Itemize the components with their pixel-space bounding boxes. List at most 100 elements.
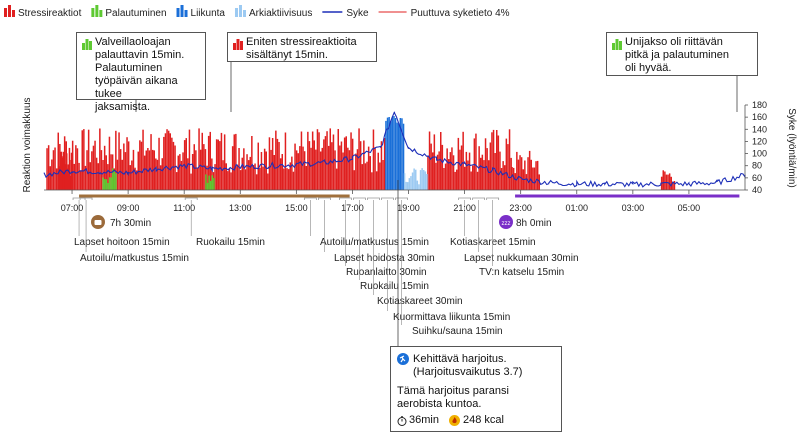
bar-stressireaktiot [361, 164, 363, 190]
bar-liikunta [385, 120, 387, 190]
bar-stressireaktiot [367, 146, 370, 190]
bar-stressireaktiot [67, 164, 70, 190]
bar-stressireaktiot [364, 163, 367, 190]
bar-stressireaktiot [49, 166, 51, 190]
stopwatch-icon [397, 416, 407, 426]
bar-arkiaktiivisuus [424, 171, 427, 190]
sleep-icon [499, 215, 513, 229]
bar-stressireaktiot [379, 162, 381, 190]
work-duration-label: 7h 30min [110, 218, 151, 229]
right-tick-label: 80 [752, 161, 762, 171]
bar-stressireaktiot [257, 142, 259, 190]
bar-liikunta [396, 122, 398, 190]
bar-stressireaktiot [662, 170, 664, 190]
event-label: TV:n katselu 15min [479, 267, 564, 278]
right-tick-label: 140 [752, 124, 767, 134]
bar-stressireaktiot [209, 131, 211, 190]
event-bracket [353, 197, 366, 200]
bar-arkiaktiivisuus [413, 168, 415, 190]
bar-palautuminen [206, 182, 209, 190]
bar-liikunta [388, 117, 390, 190]
bar-stressireaktiot [372, 129, 375, 190]
bar-stressireaktiot [355, 153, 357, 190]
bar-stressireaktiot [155, 158, 157, 190]
bar-stressireaktiot [297, 153, 299, 190]
bar-stressireaktiot [302, 146, 304, 190]
running-icon [397, 353, 409, 365]
bar-stressireaktiot [201, 132, 203, 190]
bar-arkiaktiivisuus [419, 170, 422, 190]
bar-stressireaktiot [259, 167, 261, 190]
bar-stressireaktiot [369, 156, 371, 190]
bar-palautuminen [112, 168, 114, 190]
bar-stressireaktiot [254, 163, 256, 190]
bar-stressireaktiot [500, 168, 503, 190]
bar-liikunta [386, 117, 389, 190]
bar-stressireaktiot [265, 151, 267, 190]
bar-stressireaktiot [228, 168, 231, 190]
bar-stressireaktiot [79, 170, 82, 190]
bar-stressireaktiot [199, 149, 202, 190]
bar-stressireaktiot [214, 164, 216, 190]
event-bracket [381, 197, 394, 200]
left-axis-title: Reaktion voimakkuus [22, 97, 33, 192]
bar-stressireaktiot [358, 128, 360, 190]
bar-stressireaktiot [472, 165, 474, 190]
bar-stressireaktiot [481, 154, 484, 190]
event-label: Autoilu/matkustus 15min [80, 253, 189, 264]
bar-stressireaktiot [156, 159, 159, 190]
bar-stressireaktiot [166, 129, 168, 190]
x-tick-label: 19:00 [397, 203, 420, 213]
bar-stressireaktiot [171, 137, 173, 190]
bar-stressireaktiot [494, 153, 496, 190]
bar-stressireaktiot [159, 165, 162, 190]
bar-stressireaktiot [517, 159, 520, 190]
bar-stressireaktiot [97, 163, 99, 190]
bar-stressireaktiot [475, 133, 477, 190]
bar-stressireaktiot [664, 171, 666, 190]
bar-stressireaktiot [502, 161, 504, 190]
event-bracket [339, 197, 352, 200]
bar-palautuminen [210, 180, 212, 190]
bar-stressireaktiot [59, 151, 62, 190]
bar-stressireaktiot [449, 152, 452, 190]
bar-stressireaktiot [268, 137, 271, 190]
legend-swatch [99, 10, 103, 17]
bar-liikunta [398, 123, 400, 190]
bar-stressireaktiot [516, 151, 518, 190]
bar-stressireaktiot [348, 150, 351, 190]
bar-stressireaktiot [143, 155, 146, 190]
x-tick-label: 17:00 [341, 203, 364, 213]
event-label: Autoilu/matkustus 15min [320, 237, 429, 248]
bar-stressireaktiot [51, 159, 53, 190]
callout-stress-peak: Eniten stressireaktioita sisältänyt 15mi… [227, 32, 377, 62]
bar-stressireaktiot [489, 142, 492, 190]
callout-morning-recovery: Valveillaoloajan palauttavin 15min. Pala… [76, 32, 206, 113]
bar-stressireaktiot [140, 141, 143, 190]
bar-stressireaktiot [443, 168, 445, 190]
bar-stressireaktiot [251, 136, 253, 190]
bar-stressireaktiot [510, 157, 512, 190]
bar-stressireaktiot [71, 140, 74, 190]
bar-stressireaktiot [230, 172, 232, 190]
right-tick-label: 160 [752, 112, 767, 122]
bar-stressireaktiot [353, 170, 355, 190]
bar-stressireaktiot [524, 160, 526, 190]
bar-stressireaktiot [87, 129, 90, 190]
bar-stressireaktiot [145, 150, 147, 190]
bar-stressireaktiot [535, 161, 537, 190]
bar-stressireaktiot [519, 155, 521, 190]
bar-stressireaktiot [263, 148, 266, 190]
bar-stressireaktiot [139, 140, 141, 190]
bar-stressireaktiot [158, 137, 160, 190]
bar-stressireaktiot [135, 170, 138, 190]
legend-swatch [176, 8, 180, 17]
bar-stressireaktiot [185, 138, 187, 190]
legend-label: Syke [346, 8, 369, 19]
bar-stressireaktiot [283, 168, 285, 190]
bar-stressireaktiot [255, 174, 258, 190]
bar-stressireaktiot [196, 167, 199, 190]
bar-stressireaktiot [89, 162, 91, 190]
bar-arkiaktiivisuus [426, 174, 428, 190]
exercise-popup[interactable]: Kehittävä harjoitus. (Harjoitusvaikutus … [390, 346, 562, 432]
